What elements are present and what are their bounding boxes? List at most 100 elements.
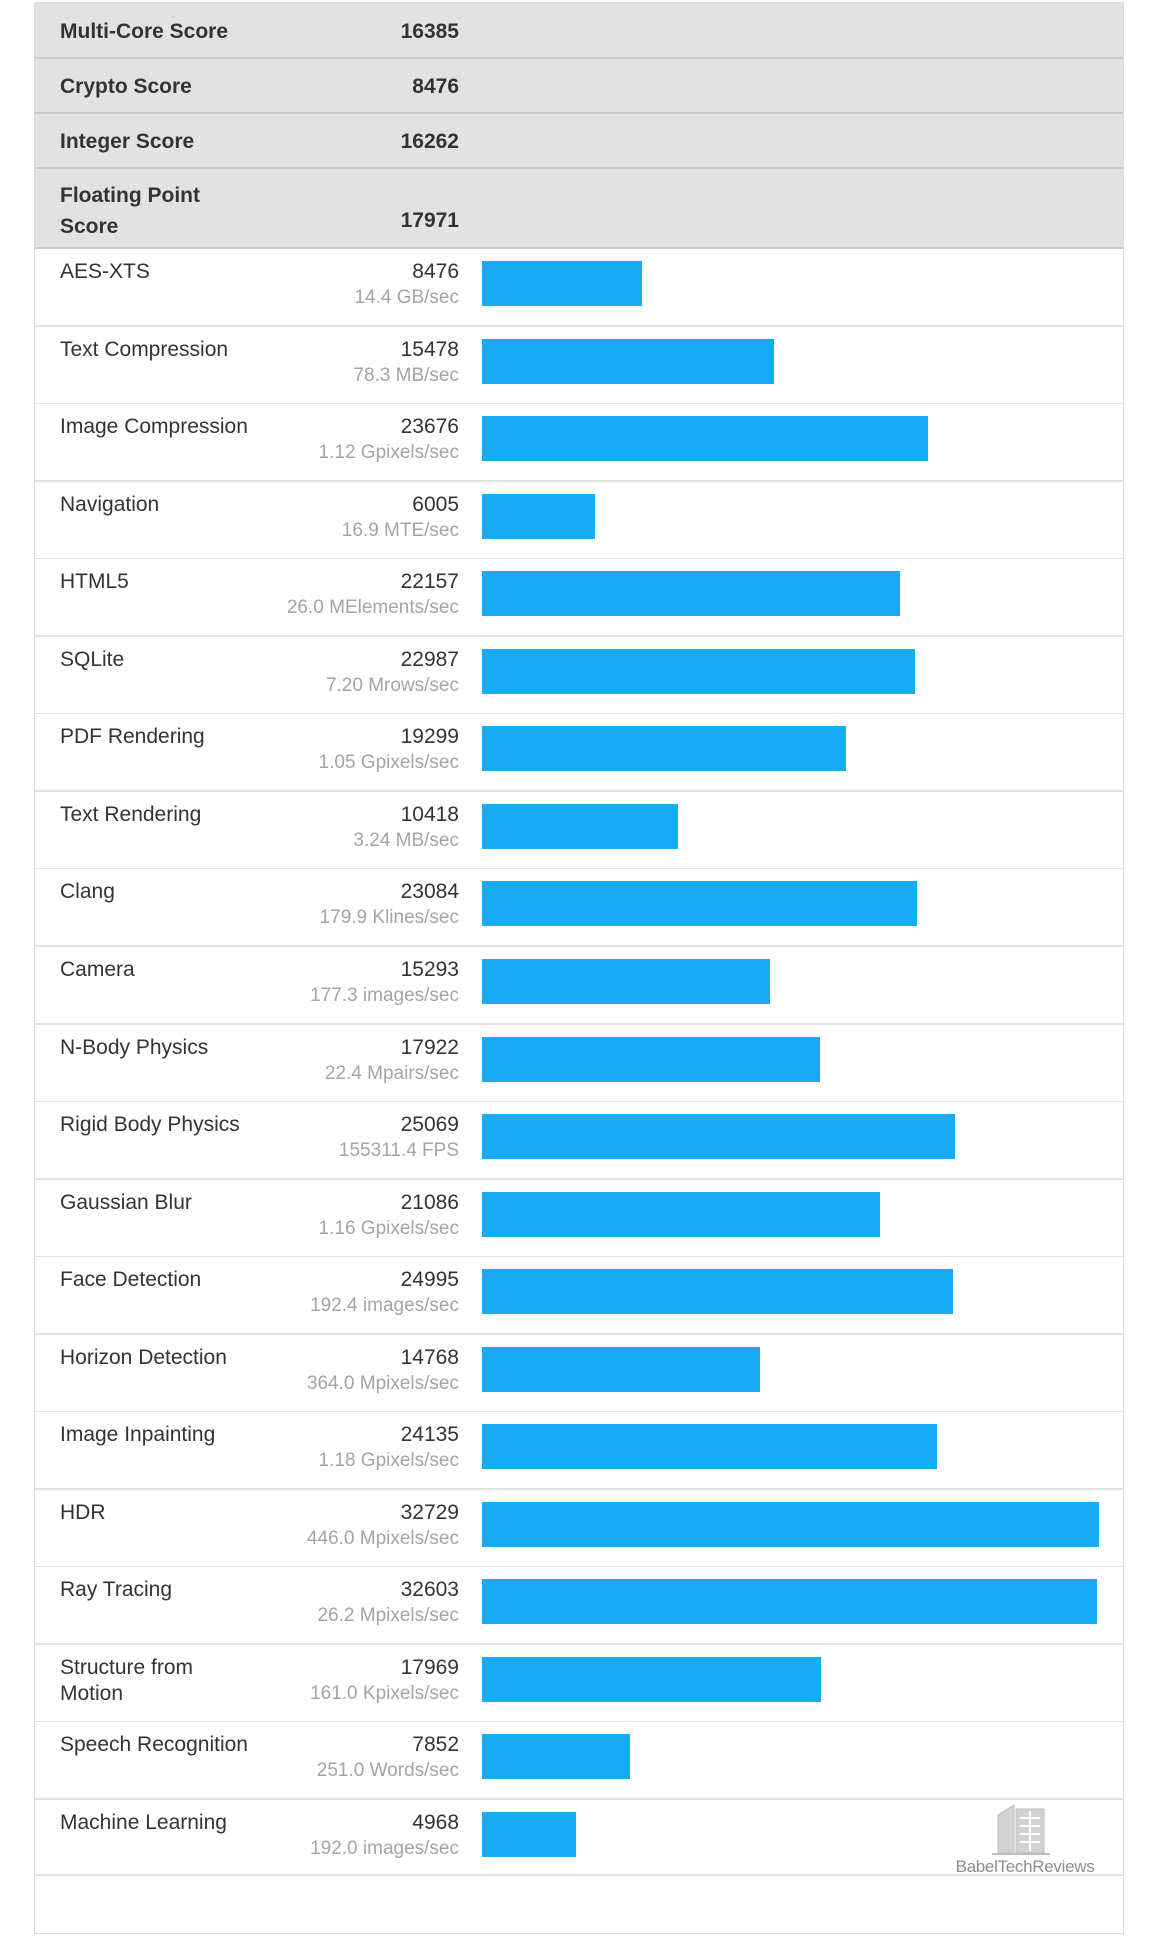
benchmark-rate: 1.16 Gpixels/sec [318,1218,459,1239]
benchmark-score: 32603 [400,1578,459,1601]
benchmark-bar-text-rendering [482,804,678,849]
benchmark-score: 25069 [400,1113,459,1136]
benchmark-bar-hdr [482,1502,1099,1547]
benchmark-score: 15293 [400,958,459,981]
summary-row-multi-core-score: Multi-Core Score 16385 [35,3,1123,59]
benchmark-row-machine-learning: Machine Learning 4968 192.0 images/sec [35,1800,1123,1876]
benchmark-bar-speech-recognition [482,1734,630,1779]
benchmark-score: 7852 [412,1733,459,1756]
benchmark-bar-n-body-physics [482,1037,820,1082]
benchmark-name: Horizon Detection [60,1346,227,1369]
benchmark-bar-machine-learning [482,1812,576,1857]
benchmark-name: Speech Recognition [60,1733,248,1756]
benchmark-rate: 1.12 Gpixels/sec [318,442,459,463]
benchmark-bar-rigid-body-physics [482,1114,955,1159]
benchmark-rate: 192.0 images/sec [310,1838,459,1859]
benchmark-score: 23676 [400,415,459,438]
babeltechreviews-watermark: BabelTechReviews [950,1801,1100,1881]
benchmark-name: Rigid Body Physics [60,1113,240,1136]
benchmark-name: Face Detection [60,1268,202,1291]
benchmark-row-ray-tracing: Ray Tracing 32603 26.2 Mpixels/sec [35,1567,1123,1645]
benchmark-row-aes-xts: AES-XTS 8476 14.4 GB/sec [35,249,1123,327]
benchmark-row-face-detection: Face Detection 24995 192.4 images/sec [35,1257,1123,1335]
benchmark-bar-camera [482,959,770,1004]
benchmark-bar-image-inpainting [482,1424,937,1469]
benchmark-name: Image Inpainting [60,1423,216,1446]
benchmark-score: 10418 [400,803,459,826]
benchmark-rate: 251.0 Words/sec [316,1760,459,1781]
benchmark-bar-horizon-detection [482,1347,760,1392]
benchmark-rate: 7.20 Mrows/sec [325,675,459,696]
benchmark-bar-html5 [482,571,900,616]
benchmark-score: 6005 [412,493,459,516]
benchmark-name: Structure from Motion [60,1656,194,1705]
summary-row-integer-score: Integer Score 16262 [35,114,1123,169]
benchmark-score: 17969 [400,1656,459,1679]
summary-value: 17971 [400,209,459,232]
benchmark-bar-sqlite [482,649,915,694]
benchmark-name: Navigation [60,493,160,516]
benchmark-rate: 161.0 Kpixels/sec [310,1683,459,1704]
benchmark-rate: 177.3 images/sec [310,985,459,1006]
benchmark-row-n-body-physics: N-Body Physics 17922 22.4 Mpairs/sec [35,1025,1123,1103]
benchmark-name: Gaussian Blur [60,1191,192,1214]
benchmark-row-clang: Clang 23084 179.9 Klines/sec [35,869,1123,947]
benchmark-score: 15478 [400,338,459,361]
benchmark-row-image-compression: Image Compression 23676 1.12 Gpixels/sec [35,404,1123,482]
benchmark-bar-structure-from-motion [482,1657,821,1702]
benchmark-name: PDF Rendering [60,725,205,748]
benchmark-name: Clang [60,880,115,903]
watermark-text: BabelTechReviews [955,1857,1095,1876]
benchmark-rate: 364.0 Mpixels/sec [306,1373,459,1394]
summary-value: 16262 [400,130,459,153]
summary-label: Integer Score [60,130,195,153]
benchmark-bar-pdf-rendering [482,726,846,771]
benchmark-name: HDR [60,1501,106,1524]
benchmark-row-speech-recognition: Speech Recognition 7852 251.0 Words/sec [35,1722,1123,1800]
summary-label: Floating Point Score [60,184,200,238]
benchmark-rate: 1.05 Gpixels/sec [318,752,459,773]
benchmark-row-image-inpainting: Image Inpainting 24135 1.18 Gpixels/sec [35,1412,1123,1490]
summary-row-crypto-score: Crypto Score 8476 [35,59,1123,114]
benchmark-rate: 155311.4 FPS [338,1140,459,1161]
summary-row-floating-point-score: Floating Point Score 17971 [35,169,1123,249]
benchmark-score: 8476 [412,260,459,283]
summary-label: Multi-Core Score [60,20,229,43]
benchmark-rate: 16.9 MTE/sec [341,520,459,541]
benchmark-row-rigid-body-physics: Rigid Body Physics 25069 155311.4 FPS [35,1102,1123,1180]
benchmark-bar-aes-xts [482,261,642,306]
benchmark-name: Text Compression [60,338,229,361]
benchmark-row-navigation: Navigation 6005 16.9 MTE/sec [35,482,1123,560]
summary-value: 8476 [412,75,459,98]
benchmark-row-html5: HTML5 22157 26.0 MElements/sec [35,559,1123,637]
benchmark-name: Camera [60,958,135,981]
benchmark-row-pdf-rendering: PDF Rendering 19299 1.05 Gpixels/sec [35,714,1123,792]
benchmark-row-gaussian-blur: Gaussian Blur 21086 1.16 Gpixels/sec [35,1180,1123,1258]
benchmark-bar-image-compression [482,416,928,461]
benchmark-score: 32729 [400,1501,459,1524]
benchmark-row-hdr: HDR 32729 446.0 Mpixels/sec [35,1490,1123,1568]
benchmark-bar-clang [482,881,917,926]
benchmark-row-camera: Camera 15293 177.3 images/sec [35,947,1123,1025]
benchmark-row-structure-from-motion: Structure from Motion 17969 161.0 Kpixels/… [35,1645,1123,1723]
benchmark-rate: 446.0 Mpixels/sec [306,1528,459,1549]
benchmark-rate: 192.4 images/sec [310,1295,459,1316]
benchmark-score: 19299 [400,725,459,748]
benchmark-score: 24135 [400,1423,459,1446]
benchmark-score: 22157 [400,570,459,593]
benchmark-score: 22987 [400,648,459,671]
benchmark-rate: 26.2 Mpixels/sec [317,1605,459,1626]
benchmark-bar-ray-tracing [482,1579,1097,1624]
benchmark-rate: 179.9 Klines/sec [319,907,459,928]
benchmark-name: Text Rendering [60,803,202,826]
benchmark-row-horizon-detection: Horizon Detection 14768 364.0 Mpixels/sec [35,1335,1123,1413]
benchmark-bar-navigation [482,494,595,539]
benchmark-rate: 22.4 Mpairs/sec [324,1063,459,1084]
benchmark-results-panel: Multi-Core Score 16385 Crypto Score 8476 Int… [34,2,1124,1934]
benchmark-score: 21086 [400,1191,459,1214]
benchmark-name: Ray Tracing [60,1578,173,1601]
benchmark-bar-text-compression [482,339,774,384]
benchmark-score: 24995 [400,1268,459,1291]
benchmark-score: 4968 [412,1811,459,1834]
benchmark-name: N-Body Physics [60,1036,209,1059]
